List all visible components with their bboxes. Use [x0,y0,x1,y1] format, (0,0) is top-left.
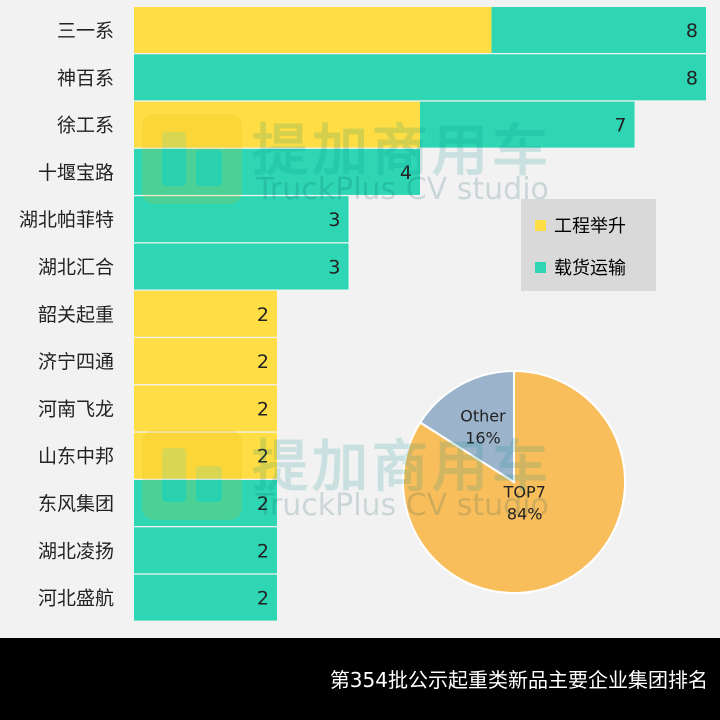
pie-percentage-label: 16% [465,429,501,448]
pie-chart: TOP7 84% Other 16% [402,369,626,594]
legend-item-lifting: 工程举升 [535,213,626,237]
bar-segment-lifting [134,7,492,53]
category-label: 河北盛航 [38,588,114,610]
pie-percentage-label: 84% [507,504,543,523]
bar-segment-lifting [134,338,277,385]
bar-value-label: 2 [257,540,269,562]
category-label: 徐工系 [57,115,114,137]
legend-swatch-cargo [535,261,546,273]
bar-value-label: 8 [686,20,698,42]
bar-segment-lifting [134,101,420,148]
bar-value-label: 2 [257,588,269,610]
bar-segment-lifting [134,385,277,432]
bar-segment-cargo [134,148,420,195]
legend: 工程举升 载货运输 [521,199,656,291]
bar-segment-cargo [134,54,706,101]
bar-segment-cargo [134,574,277,621]
legend-item-cargo: 载货运输 [535,255,626,279]
bar-value-label: 8 [686,67,698,89]
category-label: 湖北帕菲特 [19,209,114,231]
pie-label: Other [460,407,506,426]
category-label: 湖北凌扬 [38,540,114,562]
ranking-chart: 三一系神百系徐工系十堰宝路湖北帕菲特湖北汇合韶关起重济宁四通河南飞龙山东中邦东风… [19,7,706,621]
bar-value-labels: 8 8 7 4 3 3 2 2 2 2 2 2 2 [257,20,698,610]
bar-value-label: 2 [257,398,269,420]
bar-value-label: 3 [328,257,340,279]
category-label: 济宁四通 [38,351,114,373]
category-label: 东风集团 [38,493,114,515]
bar-value-label: 3 [328,209,340,231]
pie-slice-other [418,369,515,484]
category-label: 神百系 [57,67,114,89]
bar-segment-cargo [134,196,349,243]
category-label: 湖北汇合 [38,257,114,279]
category-label: 三一系 [57,20,114,42]
legend-label-cargo: 载货运输 [554,258,626,279]
bar-segment-cargo [420,101,635,148]
legend-label-lifting: 工程举升 [554,216,626,237]
bar-segment-cargo [134,527,277,574]
bar-segment-cargo [134,480,277,526]
pie-label: TOP7 [503,482,546,501]
bar-value-label: 7 [614,115,626,137]
bar-segment-lifting [134,290,277,337]
legend-swatch-lifting [535,219,546,231]
bar-value-label: 2 [257,446,269,468]
chart-area: 三一系神百系徐工系十堰宝路湖北帕菲特湖北汇合韶关起重济宁四通河南飞龙山东中邦东风… [19,7,706,621]
bar-value-label: 2 [257,304,269,326]
footer-title: 第354批公示起重类新品主要企业集团排名 [329,668,708,692]
bars-layer [134,7,706,621]
bar-value-label: 2 [257,493,269,515]
category-label: 十堰宝路 [38,162,114,184]
bar-value-label: 4 [400,162,412,184]
bar-segment-cargo [491,7,706,53]
bar-segment-lifting [134,432,277,479]
category-label: 韶关起重 [38,304,114,326]
category-labels: 三一系神百系徐工系十堰宝路湖北帕菲特湖北汇合韶关起重济宁四通河南飞龙山东中邦东风… [19,20,114,610]
category-label: 河南飞龙 [38,398,114,420]
category-label: 山东中邦 [38,446,114,468]
footer-bar: 第354批公示起重类新品主要企业集团排名 [0,638,720,720]
bar-value-label: 2 [257,351,269,373]
bar-segment-cargo [134,243,349,290]
